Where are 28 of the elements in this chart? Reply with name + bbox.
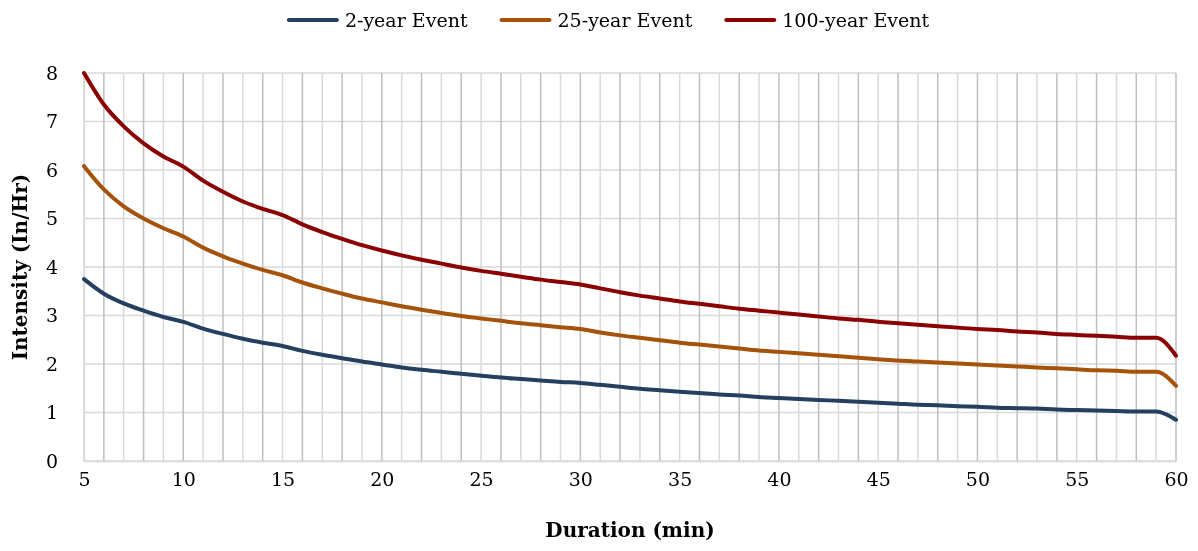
x-tick-label: 30 bbox=[568, 468, 593, 491]
x-tick-label: 35 bbox=[668, 468, 693, 491]
x-axis-title: Duration (min) bbox=[545, 518, 715, 542]
x-tick-label: 45 bbox=[866, 468, 891, 491]
legend-label: 25-year Event bbox=[557, 9, 693, 31]
y-tick-label: 2 bbox=[45, 352, 58, 375]
x-tick-label: 15 bbox=[270, 468, 296, 491]
legend-label: 2-year Event bbox=[344, 9, 468, 31]
x-tick-label: 40 bbox=[767, 468, 792, 491]
x-tick-label: 20 bbox=[370, 468, 395, 491]
x-tick-label: 25 bbox=[469, 468, 494, 491]
y-tick-label: 0 bbox=[45, 449, 58, 472]
y-tick-label: 8 bbox=[45, 61, 58, 84]
y-tick-label: 7 bbox=[45, 110, 58, 133]
legend-label: 100-year Event bbox=[782, 9, 930, 31]
y-tick-label: 1 bbox=[45, 401, 58, 424]
line-series bbox=[82, 164, 1178, 388]
x-tick-label: 50 bbox=[965, 468, 991, 491]
x-tick-label: 55 bbox=[1065, 468, 1090, 491]
y-axis-title: Intensity (In/Hr) bbox=[8, 173, 32, 361]
line-series bbox=[82, 277, 1178, 422]
x-tick-label: 60 bbox=[1164, 468, 1189, 491]
y-tick-label: 3 bbox=[45, 304, 58, 327]
y-tick-label: 5 bbox=[45, 207, 58, 230]
y-tick-label: 6 bbox=[45, 158, 58, 181]
y-tick-label: 4 bbox=[45, 255, 58, 278]
x-tick-label: 10 bbox=[171, 468, 196, 491]
x-tick-label: 5 bbox=[78, 468, 91, 491]
